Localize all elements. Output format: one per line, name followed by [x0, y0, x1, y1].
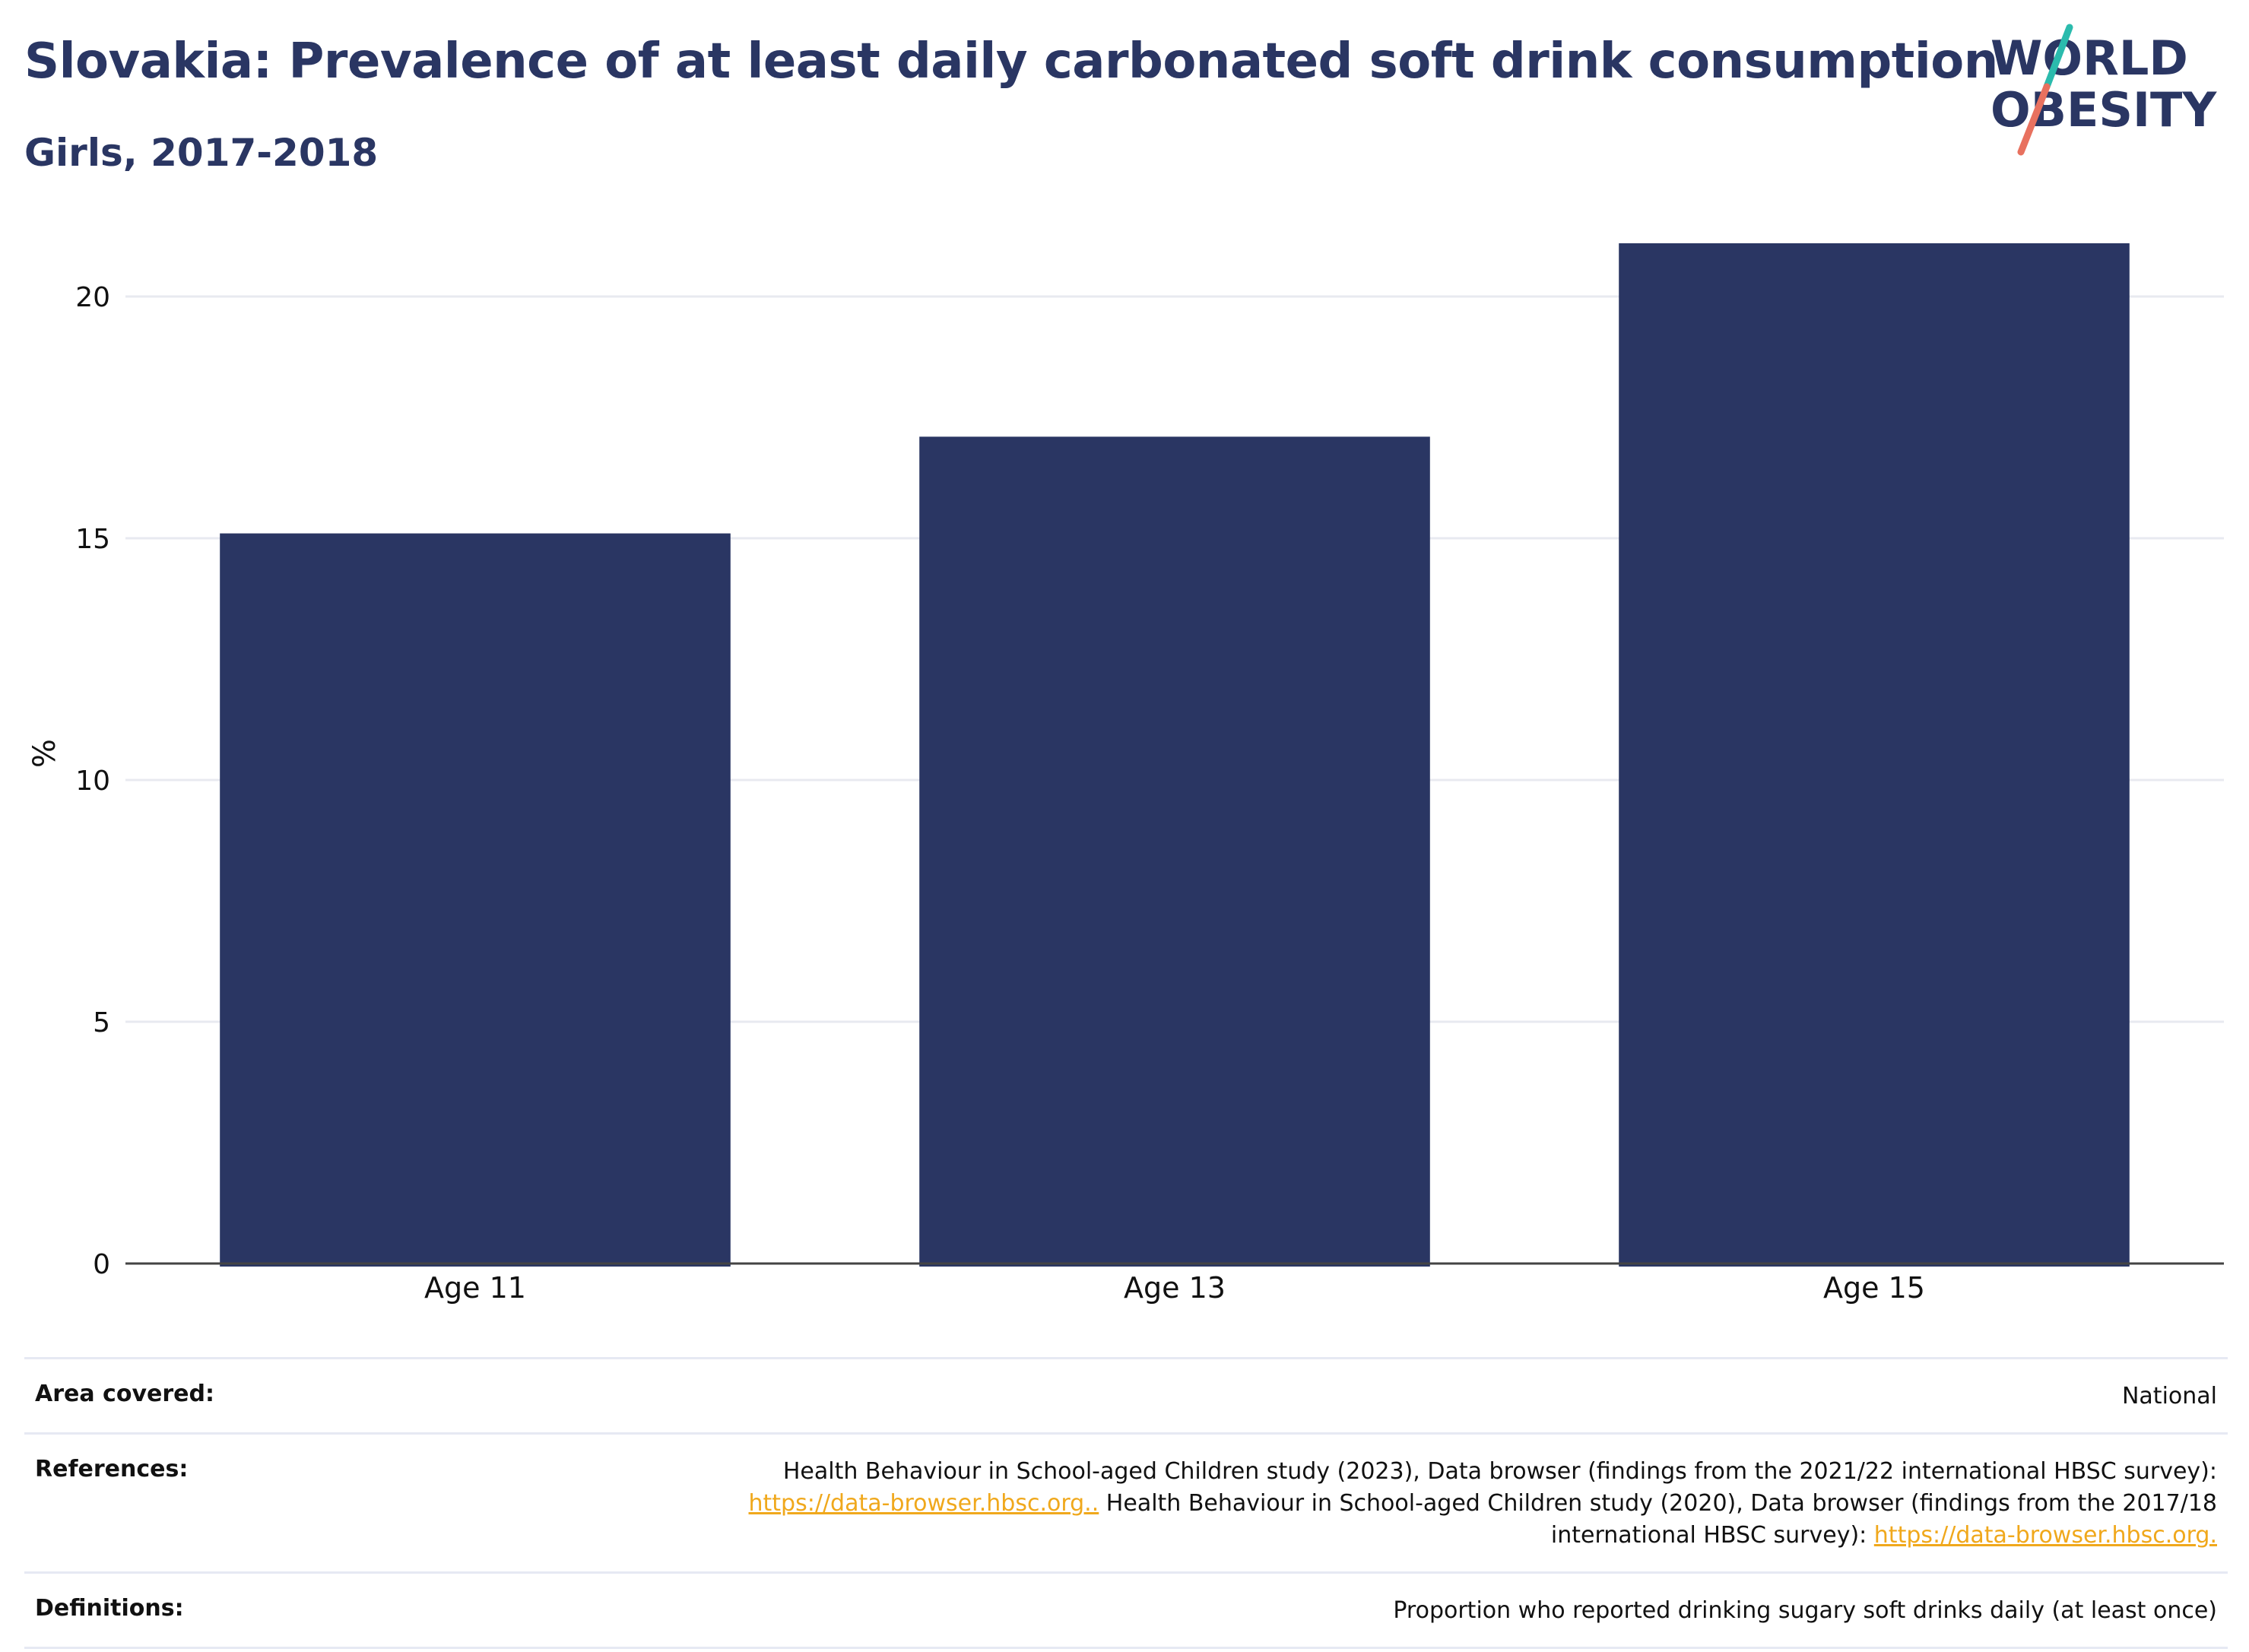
- x-tick-label: Age 11: [424, 1271, 526, 1305]
- info-row-definitions: Definitions: Proportion who reported dri…: [24, 1571, 2228, 1649]
- y-tick-label: 10: [75, 766, 110, 797]
- y-tick-label: 5: [93, 1007, 110, 1038]
- references-value: Health Behaviour in School-aged Children…: [674, 1456, 2217, 1552]
- area-covered-value: National: [2121, 1383, 2217, 1409]
- references-link-2[interactable]: https://data-browser.hbsc.org.: [1873, 1522, 2217, 1549]
- logo-line-world: WORLD: [1990, 30, 2188, 86]
- world-obesity-logo: WORLD OBESITY: [1990, 24, 2217, 156]
- chart-title: Slovakia: Prevalence of at least daily c…: [24, 33, 1998, 90]
- bar-age-11: [220, 533, 731, 1267]
- y-axis-label: %: [27, 739, 62, 768]
- references-link-1[interactable]: https://data-browser.hbsc.org..: [748, 1490, 1099, 1517]
- x-tick-label: Age 15: [1823, 1271, 1925, 1305]
- references-text-1: Health Behaviour in School-aged Children…: [782, 1458, 2217, 1485]
- y-tick-label: 15: [75, 524, 110, 555]
- x-tick-label: Age 13: [1124, 1271, 1226, 1305]
- definitions-value: Proportion who reported drinking sugary …: [1393, 1597, 2217, 1624]
- chart-subtitle: Girls, 2017-2018: [24, 131, 379, 175]
- info-row-references: References: Health Behaviour in School-a…: [24, 1432, 2228, 1571]
- bar-age-13: [919, 436, 1430, 1267]
- info-row-area: Area covered: National: [24, 1357, 2228, 1432]
- references-label: References:: [35, 1456, 189, 1482]
- definitions-label: Definitions:: [35, 1595, 184, 1622]
- logo-accent-teal: [2043, 24, 2073, 90]
- y-tick-label: 20: [75, 282, 110, 313]
- area-covered-label: Area covered:: [35, 1381, 214, 1407]
- y-tick-label: 0: [93, 1249, 110, 1280]
- bar-age-15: [1619, 243, 2130, 1267]
- bar-chart: 0 5 10 15 20% Age 11 Age 13 Age 15: [27, 243, 2224, 1305]
- info-table: Area covered: National References: Healt…: [24, 1357, 2228, 1649]
- references-text-2: Health Behaviour in School-aged Children…: [1099, 1490, 2217, 1549]
- logo-accent-coral: [2017, 83, 2051, 156]
